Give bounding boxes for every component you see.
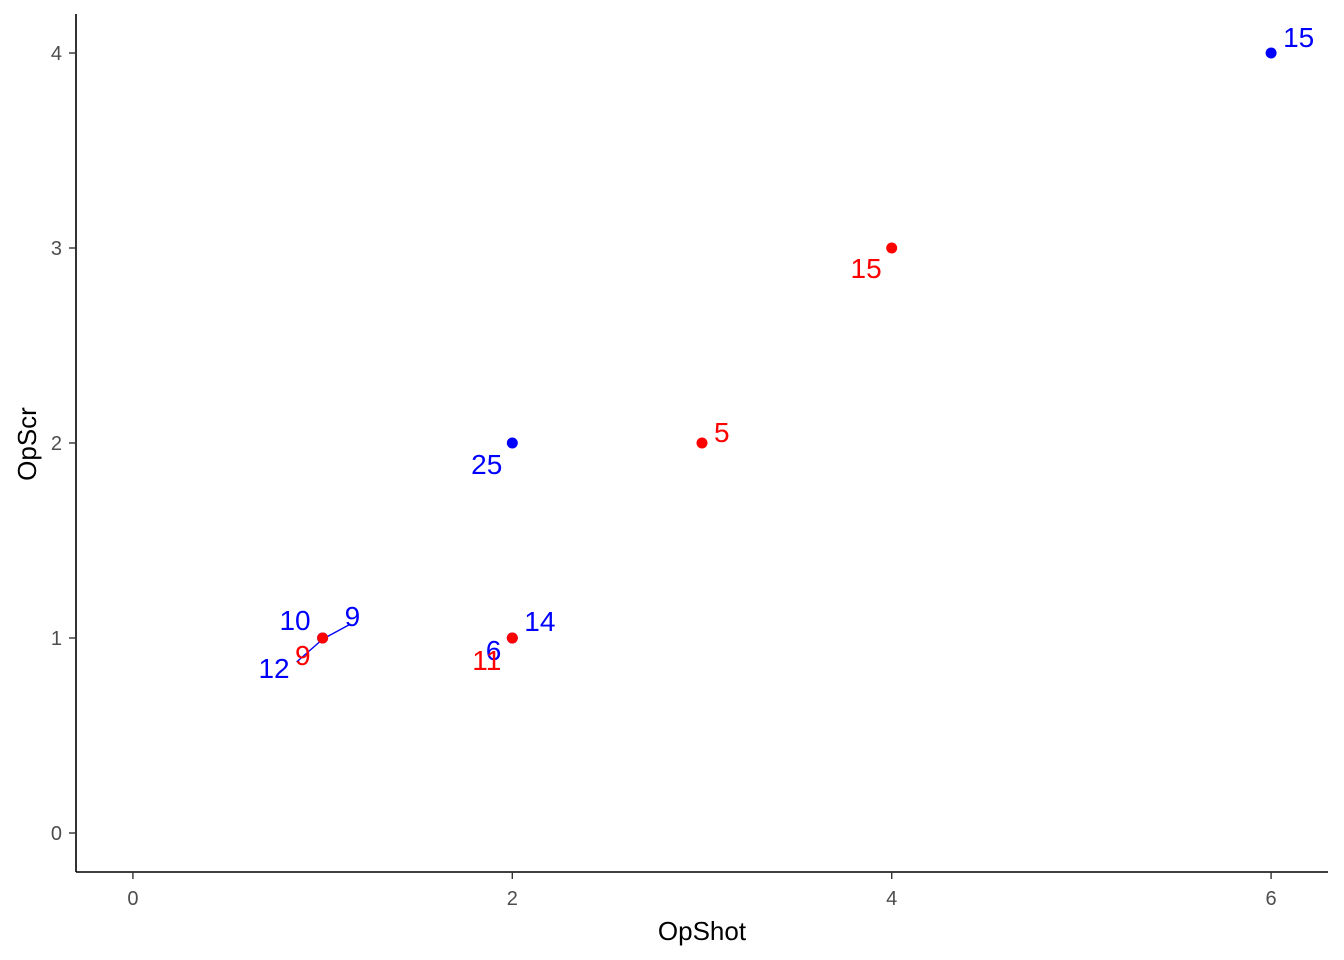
y-tick-label: 0	[51, 823, 62, 845]
point-label: 15	[1283, 22, 1314, 53]
x-tick-label: 4	[886, 888, 897, 910]
x-tick-label: 6	[1266, 888, 1277, 910]
point-label: 11	[472, 645, 501, 676]
data-point	[886, 242, 898, 254]
point-label: 5	[714, 417, 730, 448]
x-tick-label: 2	[507, 888, 518, 910]
data-point	[696, 437, 708, 449]
data-point	[1265, 47, 1277, 59]
point-label: 14	[524, 606, 555, 637]
y-axis-title: OpScr	[12, 407, 42, 481]
y-tick-label: 4	[51, 43, 62, 65]
data-point	[317, 632, 329, 644]
label-leader-line	[326, 623, 351, 638]
x-axis-title: OpShot	[658, 916, 747, 946]
y-tick-label: 2	[51, 433, 62, 455]
label-leader-lines	[296, 623, 351, 663]
point-label: 25	[471, 449, 502, 480]
point-label: 9	[295, 640, 311, 671]
y-tick-label: 3	[51, 238, 62, 260]
point-label: 10	[279, 605, 310, 636]
point-label: 6	[486, 635, 502, 666]
point-label: 9	[345, 601, 361, 632]
point-label: 15	[851, 253, 882, 284]
point-label: 12	[258, 653, 289, 684]
data-point	[506, 437, 518, 449]
data-points	[317, 47, 1277, 644]
data-point	[506, 632, 518, 644]
label-leader-line	[296, 640, 322, 663]
y-tick-label: 1	[51, 628, 62, 650]
x-tick-label: 0	[127, 888, 138, 910]
